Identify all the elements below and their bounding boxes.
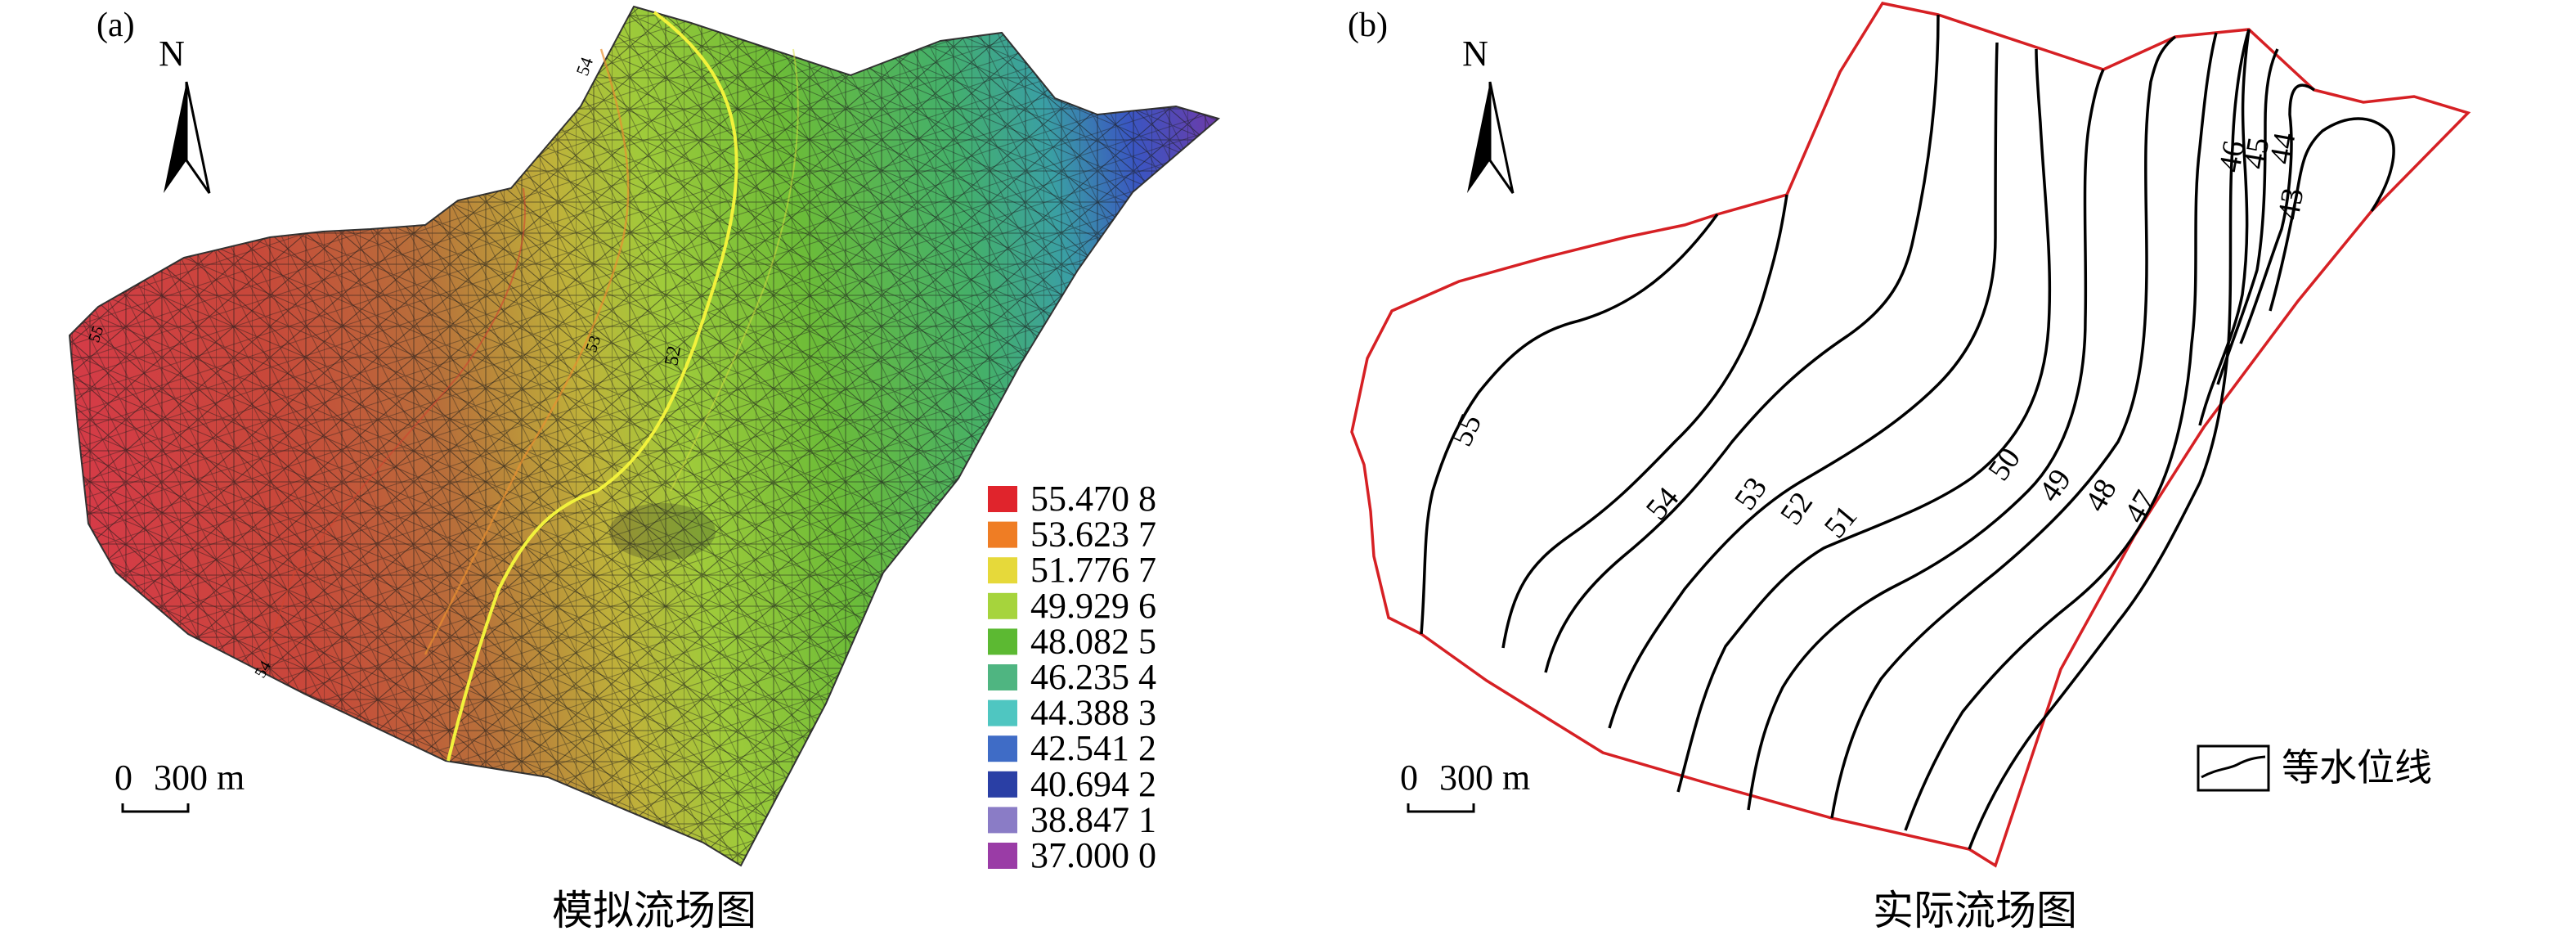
contour-label: 54 — [572, 54, 597, 78]
legend-value: 55.470 8 — [1030, 479, 1156, 519]
caption: 模拟流场图 — [552, 888, 756, 933]
legend-swatch — [988, 843, 1017, 869]
legend-value: 38.847 1 — [1030, 799, 1156, 839]
contour-label: 46 — [2213, 138, 2252, 175]
legend-swatch — [988, 486, 1017, 512]
contour-label: 43 — [2272, 186, 2311, 223]
contour-lines — [1420, 14, 2395, 850]
north-arrow-icon: N — [159, 34, 211, 194]
scale-distance: 300 m — [154, 758, 245, 798]
legend-swatch — [988, 628, 1017, 655]
contour-line-54 — [261, 187, 526, 672]
north-label: N — [1462, 34, 1488, 74]
contour-label: 53 — [1728, 471, 1774, 516]
contour-labels: 55 54 53 52 51 50 49 48 47 46 45 44 43 — [1444, 130, 2310, 545]
legend-swatch — [988, 807, 1017, 834]
north-arrow-icon: N — [1462, 34, 1515, 194]
caption: 实际流场图 — [1873, 888, 2077, 933]
actual-flow-field-map: 55 54 53 52 51 50 49 48 47 46 45 44 43 — [1350, 2, 2471, 868]
scale-zero: 0 — [1400, 758, 1418, 798]
legend: 55.470 853.623 751.776 749.929 648.082 5… — [988, 479, 1156, 875]
legend-value: 37.000 0 — [1030, 835, 1156, 875]
contour-label: 50 — [1981, 442, 2027, 487]
panel-a-label: (a) — [96, 7, 135, 44]
scale-bar: 0 300 m — [114, 758, 245, 813]
legend-value: 51.776 7 — [1030, 550, 1156, 590]
legend-value: 49.929 6 — [1030, 586, 1156, 626]
legend-label: 等水位线 — [2282, 747, 2432, 789]
legend: 等水位线 — [2197, 744, 2432, 792]
legend-value: 42.541 2 — [1030, 728, 1156, 768]
panel-a: (a) N 54 52 53 55 54 55.470 853.623 751.… — [68, 5, 1221, 933]
legend-swatch — [988, 557, 1017, 584]
contour-label: 54 — [1640, 481, 1686, 527]
legend-value: 53.623 7 — [1030, 515, 1156, 555]
contour-line-53 — [424, 48, 630, 655]
legend-swatch — [988, 735, 1017, 762]
scale-distance: 300 m — [1439, 758, 1530, 798]
contour-label: 52 — [1774, 486, 1820, 531]
contour-line-51 — [670, 48, 799, 492]
legend-swatch — [988, 664, 1017, 690]
contour-label: 48 — [2078, 474, 2123, 518]
north-label: N — [159, 34, 185, 74]
contour-legend-icon — [2197, 744, 2270, 792]
boundary-outline — [1350, 2, 2471, 868]
contour-label: 52 — [661, 344, 685, 367]
simulated-flow-field-map: 54 52 53 55 54 — [68, 5, 1221, 867]
legend-value: 44.388 3 — [1030, 693, 1156, 733]
legend-value: 48.082 5 — [1030, 621, 1156, 661]
scale-bar: 0 300 m — [1400, 758, 1530, 813]
contour-label: 45 — [2237, 135, 2277, 172]
contour-label: 51 — [1818, 499, 1865, 545]
legend-swatch — [988, 699, 1017, 726]
contour-label: 44 — [2264, 130, 2303, 167]
scale-zero: 0 — [114, 758, 132, 798]
legend-value: 46.235 4 — [1030, 657, 1156, 697]
panel-b-label: (b) — [1348, 7, 1388, 44]
legend-value: 40.694 2 — [1030, 764, 1156, 804]
contour-label: 47 — [2117, 485, 2162, 529]
contour-line-52 — [447, 11, 738, 762]
legend-swatch — [988, 592, 1017, 619]
panel-b: (b) N 55 — [1348, 2, 2471, 933]
legend-swatch — [988, 521, 1017, 548]
legend-swatch — [988, 771, 1017, 798]
